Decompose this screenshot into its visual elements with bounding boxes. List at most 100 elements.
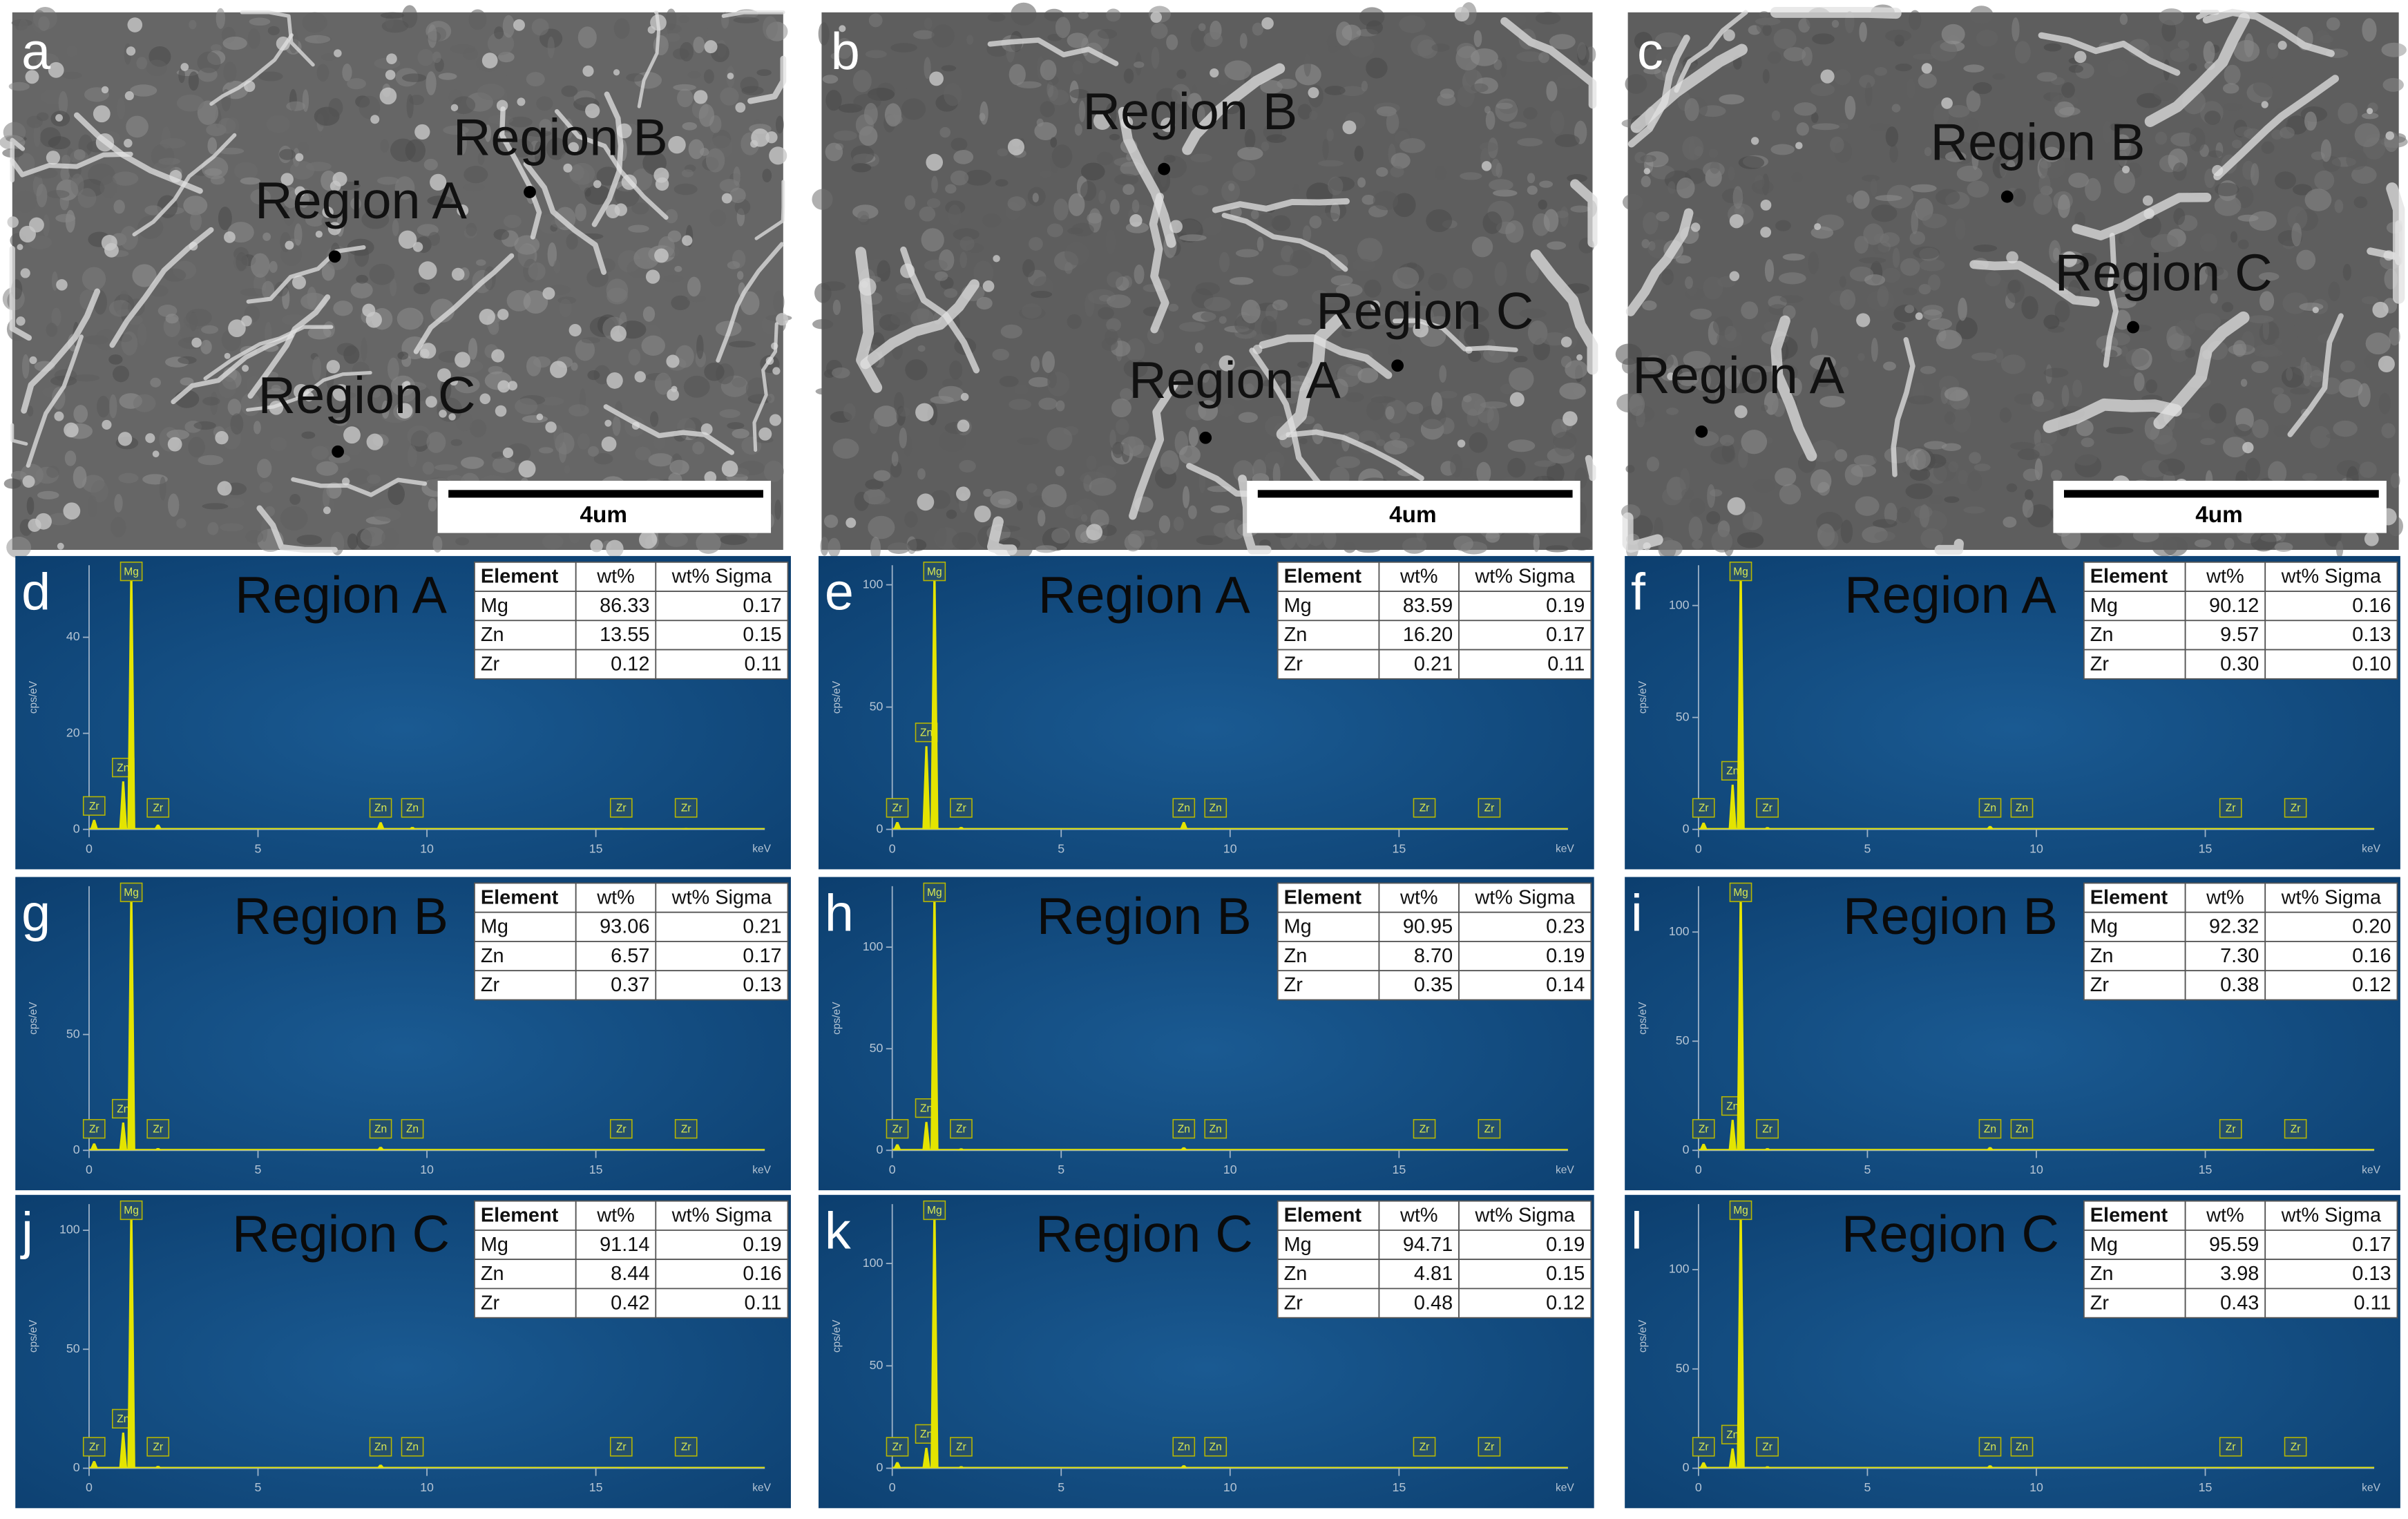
- y-tick-label: 100: [863, 577, 883, 591]
- region-title: Region C: [1842, 1205, 2059, 1263]
- sem-texture: [159, 476, 166, 501]
- sem-texture: [1967, 180, 1989, 198]
- sem-texture: [1775, 468, 1797, 486]
- table-cell: [2184, 561, 2266, 592]
- sem-particle: [439, 410, 447, 418]
- sem-texture: [137, 323, 147, 346]
- table-value: 8.70: [1414, 945, 1453, 967]
- sem-texture: [1684, 98, 1699, 122]
- sem-texture: [2346, 149, 2368, 171]
- sem-texture: [1051, 528, 1070, 544]
- sem-texture: [117, 97, 126, 120]
- peak-label: Zn: [406, 1123, 419, 1135]
- sem-texture: [1948, 461, 1958, 472]
- sem-texture: [1910, 184, 1937, 193]
- sem-texture: [1920, 365, 1936, 374]
- sem-texture: [1240, 365, 1265, 391]
- sem-texture: [1765, 437, 1773, 444]
- sem-texture: [669, 459, 689, 475]
- sem-streak: [291, 477, 428, 497]
- table-cell: [1378, 911, 1460, 942]
- sem-texture: [720, 535, 747, 545]
- sem-texture: [973, 260, 994, 285]
- sem-texture: [1853, 455, 1877, 467]
- sem-texture: [1870, 178, 1877, 197]
- sem-texture: [2119, 13, 2128, 26]
- sem-texture: [202, 397, 220, 406]
- sem-texture: [1752, 478, 1776, 493]
- sem-texture: [166, 429, 190, 440]
- sem-streak: [2153, 311, 2250, 430]
- sem-texture: [1391, 153, 1411, 169]
- peak-label: Zr: [1762, 1442, 1772, 1453]
- sem-texture: [584, 184, 611, 205]
- sem-particle: [550, 361, 567, 379]
- sem-particle: [1150, 11, 1163, 23]
- sem-texture: [1513, 356, 1528, 363]
- sem-texture: [236, 252, 247, 271]
- table-cell: [2264, 882, 2398, 913]
- sem-texture: [1844, 464, 1863, 486]
- spectrum-peak: [1737, 1207, 1745, 1469]
- sem-texture: [1345, 392, 1364, 403]
- sem-streak: [591, 91, 624, 227]
- sem-texture: [302, 89, 309, 113]
- sem-texture: [547, 36, 555, 59]
- x-tick-label: 0: [1695, 1163, 1702, 1176]
- sem-texture: [1075, 524, 1090, 544]
- sem-texture: [1902, 287, 1918, 296]
- sem-texture: [2359, 461, 2377, 478]
- sem-texture: [1494, 261, 1507, 286]
- sem-texture: [1264, 451, 1285, 471]
- sem-texture: [1728, 166, 1735, 181]
- sem-particle: [426, 396, 437, 408]
- sem-texture: [1755, 17, 1781, 26]
- table-cell: [655, 1259, 789, 1290]
- table-cell: [2264, 561, 2398, 592]
- peak-label: Mg: [1733, 887, 1748, 899]
- sem-texture: [1929, 495, 1944, 505]
- sem-texture: [2299, 303, 2324, 312]
- sem-texture: [1882, 267, 1901, 283]
- spectrum-peak: [930, 890, 939, 1151]
- sem-texture: [1480, 142, 1498, 152]
- sem-texture: [1831, 19, 1840, 28]
- sem-streak: [752, 322, 778, 452]
- sem-texture: [1922, 309, 1942, 321]
- table-header: wt% Sigma: [671, 886, 772, 908]
- x-tick-label: 5: [1058, 1480, 1064, 1494]
- sem-particle: [2372, 301, 2389, 318]
- peak-label: Zr: [892, 1442, 903, 1453]
- sem-texture: [698, 104, 715, 127]
- sem-texture: [587, 446, 599, 457]
- sem-texture: [1007, 196, 1026, 211]
- sem-texture: [283, 204, 295, 226]
- sem-texture: [820, 537, 829, 556]
- sem-texture: [1723, 366, 1741, 390]
- sem-texture: [37, 490, 59, 499]
- sem-particle: [497, 309, 509, 321]
- sem-texture: [631, 168, 653, 191]
- sem-particle: [56, 279, 68, 291]
- sem-texture: [132, 264, 157, 287]
- sem-texture: [2262, 317, 2270, 341]
- sem-texture: [428, 231, 440, 246]
- sem-texture: [2128, 271, 2146, 286]
- sem-texture: [692, 441, 705, 455]
- sem-texture: [189, 19, 197, 30]
- sem-texture: [2181, 412, 2201, 419]
- peak-label-box: [1978, 1437, 2002, 1457]
- sem-texture: [484, 124, 492, 142]
- sem-texture: [1567, 174, 1587, 183]
- sem-particle: [224, 352, 231, 359]
- sem-texture: [427, 195, 453, 206]
- sem-particle: [457, 204, 469, 217]
- x-tick-label: 0: [86, 1163, 93, 1176]
- sem-particle: [917, 493, 935, 511]
- sem-texture: [1055, 466, 1064, 477]
- peak-label-box: [82, 1119, 106, 1139]
- sem-texture: [1309, 111, 1318, 121]
- sem-texture: [1896, 506, 1911, 524]
- sem-texture: [180, 377, 194, 386]
- x-tick-label: 5: [1058, 1163, 1064, 1176]
